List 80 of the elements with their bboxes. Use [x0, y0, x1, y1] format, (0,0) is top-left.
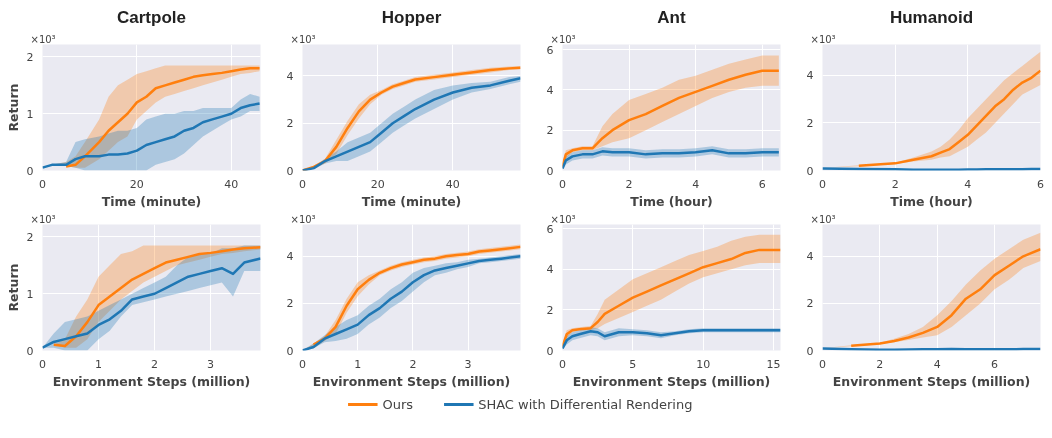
annotation: ×10³: [550, 33, 576, 45]
x-tick-label: 6: [1037, 177, 1044, 191]
text: ×10³: [550, 213, 576, 225]
x-tick-label: 0: [299, 177, 306, 191]
y-tick-label: 0: [806, 164, 814, 178]
chart-title: Cartpole: [117, 7, 186, 27]
x-tick-label: 6: [991, 357, 999, 371]
x-axis-title: Time (hour): [890, 193, 973, 209]
x-tick-label: 20: [129, 177, 144, 191]
y-tick-label: 2: [806, 116, 814, 130]
x-axis-title: Environment Steps (million): [312, 373, 511, 389]
y-tick-label: 2: [286, 297, 294, 311]
text: ×10³: [810, 213, 836, 225]
y-tick-label: 6: [546, 43, 554, 57]
y-tick-label: 2: [26, 50, 34, 64]
y-tick-label: 1: [26, 287, 34, 301]
annotation: ×10³: [30, 33, 56, 45]
y-tick-label: 0: [26, 164, 34, 178]
annotation: ×10³: [290, 33, 316, 45]
x-tick-label: 1: [95, 357, 103, 371]
x-tick-label: 0: [39, 177, 46, 191]
y-tick-label: 0: [546, 164, 554, 178]
x-tick-label: 40: [224, 177, 239, 191]
x-tick-label: 2: [625, 177, 633, 191]
x-tick-label: 3: [207, 357, 215, 371]
x-axis-title: Time (minute): [101, 193, 202, 209]
y-tick-label: 4: [286, 69, 294, 83]
y-tick-label: 0: [806, 344, 814, 358]
x-axis-title: Environment Steps (million): [572, 373, 771, 389]
x-axis-title: Time (minute): [361, 193, 462, 209]
x-tick-label: 40: [445, 177, 460, 191]
x-tick-label: 3: [464, 357, 472, 371]
y-tick-label: 2: [546, 303, 554, 317]
legend-label: SHAC with Differential Rendering: [478, 396, 693, 412]
x-tick-label: 0: [819, 177, 826, 191]
chart-title: Humanoid: [889, 7, 974, 27]
y-tick-label: 4: [286, 250, 294, 264]
y-tick-label: 0: [286, 344, 294, 358]
x-tick-label: 2: [891, 177, 899, 191]
x-tick-label: 2: [409, 357, 417, 371]
x-tick-label: 0: [559, 357, 566, 371]
x-tick-label: 10: [696, 357, 711, 371]
legend-label: Ours: [382, 396, 414, 412]
x-tick-label: 2: [876, 357, 884, 371]
x-tick-label: 4: [964, 177, 972, 191]
annotation: ×10³: [30, 213, 56, 225]
y-tick-label: 0: [286, 164, 294, 178]
x-tick-label: 2: [151, 357, 159, 371]
text: ×10³: [810, 33, 836, 45]
x-tick-label: 0: [819, 357, 826, 371]
y-tick-label: 6: [546, 222, 554, 236]
y-tick-label: 2: [546, 124, 554, 138]
chart-title: Hopper: [381, 7, 442, 27]
x-axis-title: Environment Steps (million): [52, 373, 251, 389]
x-tick-label: 15: [766, 357, 781, 371]
y-tick-label: 4: [546, 83, 554, 97]
y-tick-label: 2: [26, 230, 34, 244]
y-tick-label: 4: [546, 263, 554, 277]
y-tick-label: 0: [546, 344, 554, 358]
y-tick-label: 0: [26, 344, 34, 358]
x-tick-label: 5: [629, 357, 637, 371]
y-tick-label: 2: [286, 117, 294, 131]
x-tick-label: 1: [354, 357, 362, 371]
x-tick-label: 0: [559, 177, 566, 191]
x-tick-label: 4: [933, 357, 941, 371]
y-axis-title: Return: [5, 83, 21, 132]
y-tick-label: 4: [806, 250, 814, 264]
y-axis-title: Return: [5, 263, 21, 312]
x-axis-title: Environment Steps (million): [832, 373, 1031, 389]
x-axis-title: Time (hour): [630, 193, 713, 209]
text: ×10³: [290, 213, 316, 225]
x-tick-label: 4: [692, 177, 700, 191]
chart-title: Ant: [657, 7, 686, 27]
y-tick-label: 2: [806, 297, 814, 311]
x-tick-label: 20: [370, 177, 385, 191]
y-tick-label: 4: [806, 69, 814, 83]
y-tick-label: 1: [26, 107, 34, 121]
x-tick-label: 6: [758, 177, 766, 191]
x-tick-label: 0: [39, 357, 46, 371]
x-tick-label: 0: [299, 357, 306, 371]
